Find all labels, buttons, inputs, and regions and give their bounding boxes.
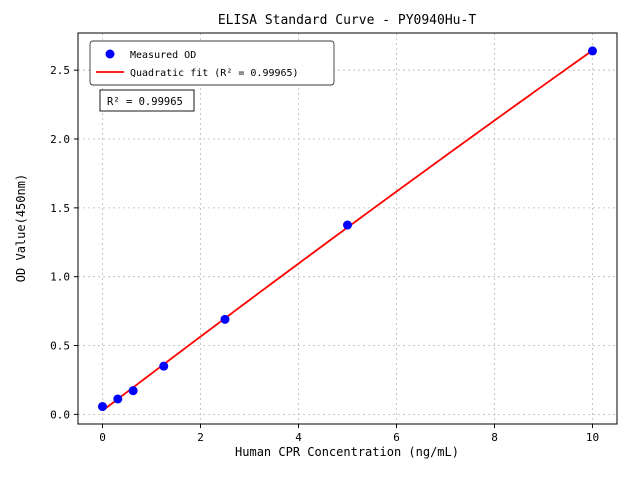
r-squared-annotation: R² = 0.99965 <box>99 89 195 112</box>
y-tick-label: 0.0 <box>50 408 70 421</box>
data-point <box>128 386 138 396</box>
data-point <box>113 394 123 404</box>
y-axis-label: OD Value(450nm) <box>14 174 28 282</box>
data-point <box>159 361 169 371</box>
y-tick-label: 1.5 <box>50 202 70 215</box>
x-tick-label: 2 <box>197 431 204 444</box>
x-axis-label: Human CPR Concentration (ng/mL) <box>235 445 459 459</box>
data-point <box>220 314 230 324</box>
data-point <box>98 402 107 412</box>
x-tick-label: 0 <box>99 431 106 444</box>
x-tick-label: 4 <box>295 431 302 444</box>
annotation-text: R² = 0.99965 <box>107 96 183 108</box>
plot-border <box>77 32 618 425</box>
y-tick-label: 2.5 <box>50 64 70 77</box>
legend-marker-measured-od <box>105 49 115 59</box>
legend-label-measured-od: Measured OD <box>130 50 196 61</box>
y-tick-label: 1.0 <box>50 271 70 284</box>
x-tick-label: 6 <box>393 431 400 444</box>
x-tick-label: 8 <box>491 431 498 444</box>
legend-box <box>89 40 335 86</box>
chart-title: ELISA Standard Curve - PY0940Hu-T <box>218 13 476 28</box>
data-point <box>588 46 597 56</box>
y-tick-label: 0.5 <box>50 340 70 353</box>
plot-area: 0 2 4 6 8 10 0.0 0.5 1.0 1.5 2.0 2.5 <box>50 32 618 444</box>
x-tick-label: 10 <box>586 431 599 444</box>
legend-label-quadratic-fit: Quadratic fit (R² = 0.99965) <box>130 68 299 79</box>
annotation-box <box>99 89 195 112</box>
y-tick-label: 2.0 <box>50 133 70 146</box>
data-point <box>343 220 352 230</box>
legend: Measured OD Quadratic fit (R² = 0.99965) <box>89 40 335 86</box>
